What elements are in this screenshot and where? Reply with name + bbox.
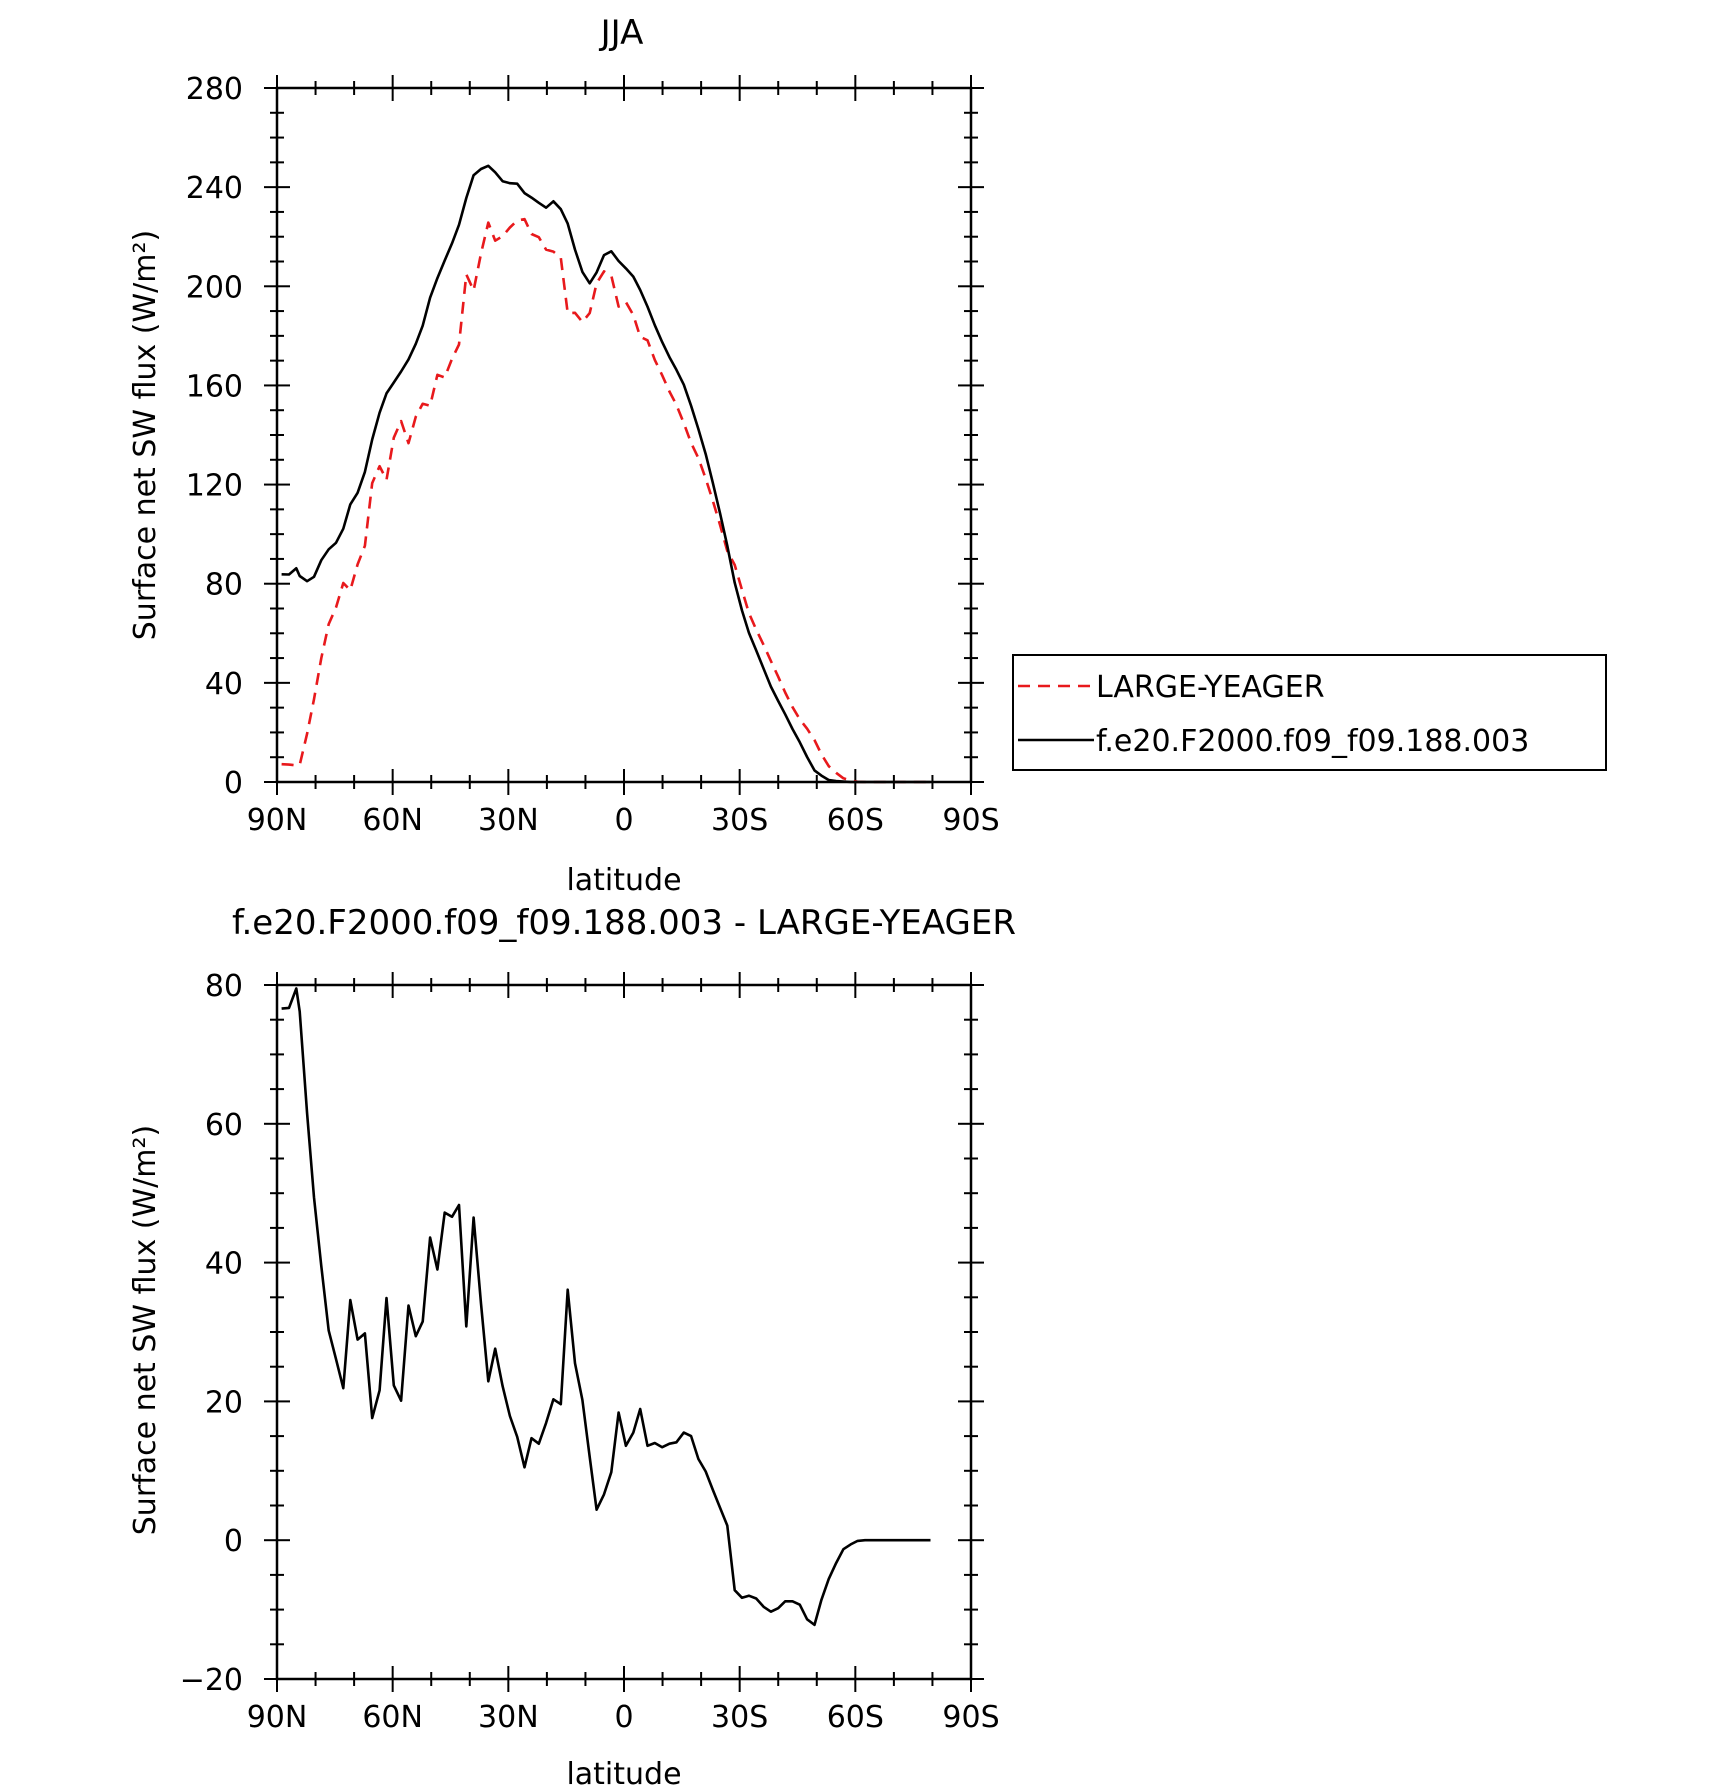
y-tick-label: 120 — [186, 469, 243, 504]
y-tick-label: 280 — [186, 72, 243, 107]
x-tick-label: 60S — [827, 1700, 884, 1735]
x-tick-label: 60N — [362, 803, 423, 838]
top-chart-frame — [275, 86, 973, 784]
top-chart-series — [281, 164, 931, 784]
y-tick-label: 0 — [224, 1524, 243, 1559]
legend-box — [1012, 654, 1607, 771]
y-tick-label: 240 — [186, 171, 243, 206]
x-tick-label: 90S — [942, 803, 999, 838]
legend-label-large-yeager: LARGE-YEAGER — [1096, 670, 1325, 705]
x-tick-label: 30N — [478, 803, 539, 838]
x-tick-label: 0 — [614, 1700, 633, 1735]
y-tick-label: 80 — [205, 969, 243, 1004]
bottom-chart-ylabel: Surface net SW flux (W/m²) — [128, 1125, 163, 1535]
bottom-chart: f.e20.F2000.f09_f09.188.003 - LARGE-YEAG… — [128, 903, 1016, 1789]
bottom-chart-series — [281, 987, 931, 1627]
top-chart-ylabel: Surface net SW flux (W/m²) — [128, 230, 163, 640]
bottom-chart-title: f.e20.F2000.f09_f09.188.003 - LARGE-YEAG… — [232, 903, 1016, 943]
legend: LARGE-YEAGER f.e20.F2000.f09_f09.188.003 — [1012, 654, 1607, 771]
y-tick-label: 20 — [205, 1385, 243, 1420]
bottom-chart-xlabel: latitude — [566, 1757, 681, 1789]
x-tick-label: 30S — [711, 1700, 768, 1735]
y-tick-label: 60 — [205, 1108, 243, 1143]
x-tick-label: 90N — [247, 1700, 308, 1735]
legend-label-f-e20: f.e20.F2000.f09_f09.188.003 — [1096, 724, 1529, 759]
y-tick-label: −20 — [180, 1663, 243, 1698]
x-tick-label: 90S — [942, 1700, 999, 1735]
bottom-chart-frame — [275, 983, 973, 1681]
top-chart: JJA 90N 60N 30N 0 30S 60S 90S 0 40 80 120 160 200 240… — [128, 13, 1607, 898]
bottom-series-0 — [281, 987, 931, 1627]
x-tick-label: 30N — [478, 1700, 539, 1735]
x-tick-label: 30S — [711, 803, 768, 838]
y-tick-label: 160 — [186, 369, 243, 404]
y-tick-label: 40 — [205, 1247, 243, 1282]
y-tick-label: 80 — [205, 568, 243, 603]
y-tick-label: 40 — [205, 667, 243, 702]
bottom-chart-ticks: 90N 60N 30N 0 30S 60S 90S −20 0 20 40 60 80 — [180, 969, 1000, 1735]
top-series-large-yeager — [281, 217, 931, 784]
y-tick-label: 200 — [186, 270, 243, 305]
x-tick-label: 60N — [362, 1700, 423, 1735]
top-series-f-e20-f2000-f09-f09-188-003 — [281, 164, 931, 784]
x-tick-label: 0 — [614, 803, 633, 838]
top-chart-title: JJA — [599, 13, 644, 53]
top-chart-xlabel: latitude — [566, 863, 681, 898]
top-chart-ticks: 90N 60N 30N 0 30S 60S 90S 0 40 80 120 160 200 240 280 — [186, 72, 1000, 838]
y-tick-label: 0 — [224, 766, 243, 801]
x-tick-label: 90N — [247, 803, 308, 838]
x-tick-label: 60S — [827, 803, 884, 838]
